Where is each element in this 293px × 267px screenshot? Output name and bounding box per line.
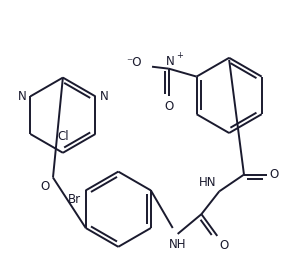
Text: N: N <box>99 90 108 103</box>
Text: NH: NH <box>169 238 186 251</box>
Text: +: + <box>176 51 183 60</box>
Text: Cl: Cl <box>57 130 69 143</box>
Text: HN: HN <box>199 176 216 189</box>
Text: N: N <box>18 90 26 103</box>
Text: ⁻O: ⁻O <box>127 56 142 69</box>
Text: O: O <box>164 100 173 113</box>
Text: O: O <box>41 179 50 193</box>
Text: O: O <box>219 239 229 252</box>
Text: N: N <box>166 55 174 68</box>
Text: O: O <box>270 168 279 181</box>
Text: Br: Br <box>68 193 81 206</box>
